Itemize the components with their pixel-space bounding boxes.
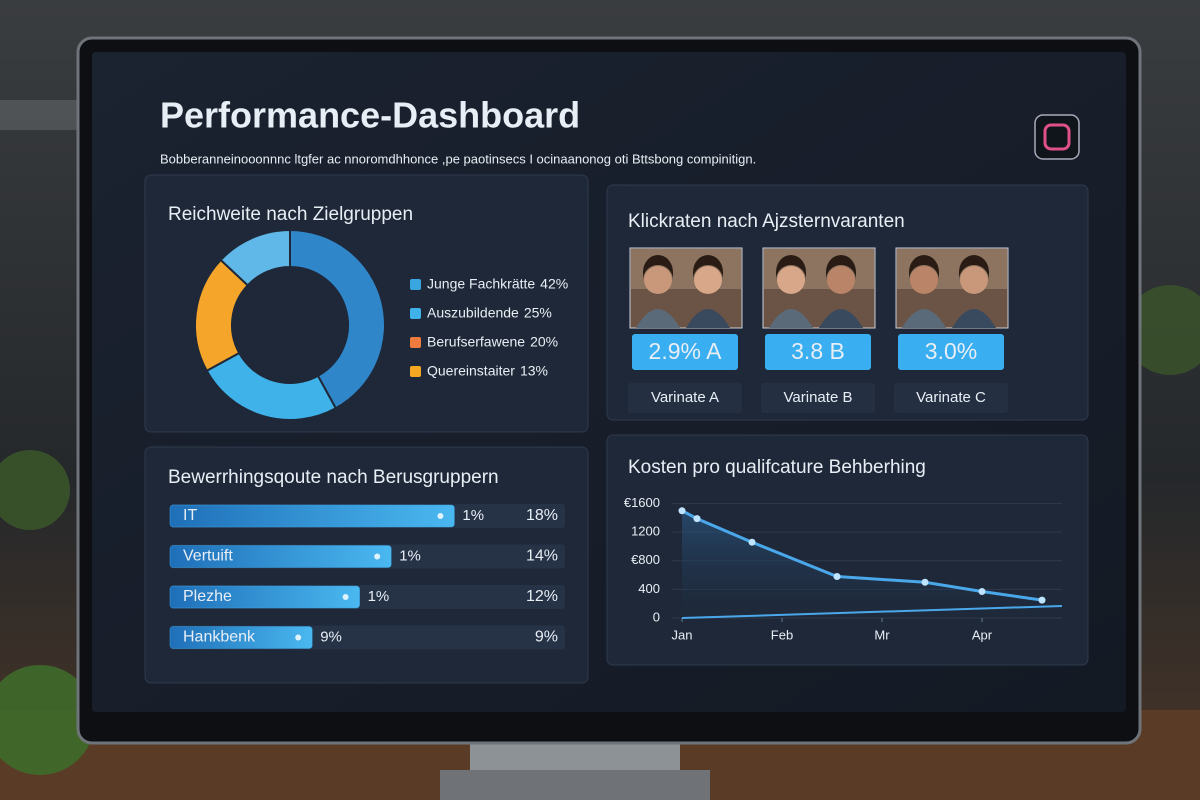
y-tick-label: 400 (638, 581, 660, 596)
person-hair (643, 255, 673, 280)
y-tick-label: 0 (653, 609, 660, 624)
person-head (777, 266, 805, 294)
person-body (952, 309, 996, 328)
panel-title: Reichweite nach Zielgruppen (168, 204, 413, 225)
person-head (960, 266, 988, 294)
person-head (694, 266, 722, 294)
app-icon[interactable] (1034, 114, 1080, 160)
person-body (636, 309, 680, 328)
line-area (682, 510, 1042, 618)
bar (169, 626, 313, 649)
bar-knob (437, 513, 444, 519)
variant-rate-box (898, 334, 1004, 370)
y-tick-label: 1200 (631, 524, 660, 539)
bar-value-label: 12% (526, 588, 558, 605)
x-tick-label: Apr (972, 627, 993, 642)
variant-button[interactable] (894, 383, 1008, 413)
legend-swatch (410, 308, 421, 319)
person-body (902, 309, 946, 328)
legend-value: 25% (524, 305, 552, 321)
variant-button[interactable] (628, 383, 742, 413)
person-hair (776, 255, 806, 280)
bar-secondary-label: 9% (320, 628, 342, 645)
bar-knob (295, 634, 302, 641)
person-hair (826, 255, 856, 280)
legend-swatch (410, 366, 421, 377)
variant-rate-box (632, 334, 738, 370)
bar-secondary-label: 1% (462, 507, 484, 524)
line-point (693, 515, 701, 523)
legend-label: Berufserfawene (427, 334, 525, 350)
person-hair (959, 255, 989, 280)
app-icon-glyph (1043, 123, 1071, 151)
person-head (827, 266, 855, 294)
window-light (0, 100, 80, 130)
line-point (748, 538, 756, 546)
bar-category: Hankbenk (183, 629, 256, 646)
legend-swatch (410, 337, 421, 348)
line-point (921, 578, 929, 586)
legend-label: Auszubildende (427, 305, 519, 321)
monitor-foot (440, 770, 710, 800)
person-body (686, 309, 730, 328)
bar-value-label: 14% (526, 548, 558, 565)
bar (169, 545, 392, 568)
panel-title: Kosten pro qualifcature Behberhing (628, 457, 926, 478)
bar-category: Plezhe (183, 588, 232, 605)
donut-segment (289, 228, 386, 410)
variant-rate: 2.9% A (649, 338, 723, 364)
line-point (678, 507, 686, 515)
person-hair (693, 255, 723, 280)
legend-swatch (410, 279, 421, 290)
bar-category: Vertuift (183, 548, 233, 565)
person-hair (909, 255, 939, 280)
bar-knob (374, 553, 381, 560)
panel-title: Bewerrhingsqoute nach Berusgruppern (168, 467, 499, 488)
bar-secondary-label: 1% (368, 588, 390, 605)
variant-cards: 2.9% A Varinate A 3.8 B Varinate B 3.0% Varin… (628, 247, 1009, 413)
person-head (910, 266, 938, 294)
line-point (1038, 596, 1046, 604)
person-body (769, 309, 813, 328)
variant-rate-box (765, 334, 871, 370)
line-point (978, 588, 986, 596)
legend-value: 42% (540, 276, 568, 292)
dashboard-subtitle: Bobberanneinooonnnc ltgfer ac nnoromdhho… (160, 151, 756, 166)
legend-value: 20% (530, 334, 558, 350)
variant-name: Varinate A (651, 389, 719, 406)
bar-knob (342, 594, 349, 600)
legend-label: Quereinstaiter (427, 363, 515, 379)
bar-secondary-label: 1% (399, 547, 421, 564)
bar (169, 504, 455, 528)
bar (169, 585, 360, 609)
line-point (833, 573, 841, 581)
variant-rate: 3.0% (925, 338, 977, 364)
panel-title: Klickraten nach Ajzsternvaranten (628, 211, 905, 232)
y-tick-label: €1600 (624, 495, 660, 510)
baseline (681, 605, 1063, 619)
variant-name: Varinate C (916, 389, 986, 406)
plant (1125, 285, 1200, 375)
x-tick-label: Jan (672, 627, 693, 642)
bar-value-label: 18% (526, 507, 558, 524)
x-tick-label: Feb (771, 627, 793, 642)
legend-value: 13% (520, 363, 548, 379)
variant-button[interactable] (761, 383, 875, 413)
legend-label: Junge Fachkrätte (427, 276, 535, 292)
bar-category: IT (183, 507, 197, 524)
donut-segment (219, 228, 291, 287)
plant (0, 450, 70, 530)
variant-rate: 3.8 B (791, 338, 845, 364)
plant (0, 665, 95, 775)
x-tick-label: Mr (874, 627, 890, 642)
bar-value-label: 9% (535, 629, 558, 646)
y-tick-label: €800 (631, 552, 660, 567)
person-head (644, 266, 672, 294)
variant-name: Varinate B (784, 389, 853, 406)
dashboard-title: Performance-Dashboard (160, 95, 580, 136)
person-body (819, 309, 863, 328)
